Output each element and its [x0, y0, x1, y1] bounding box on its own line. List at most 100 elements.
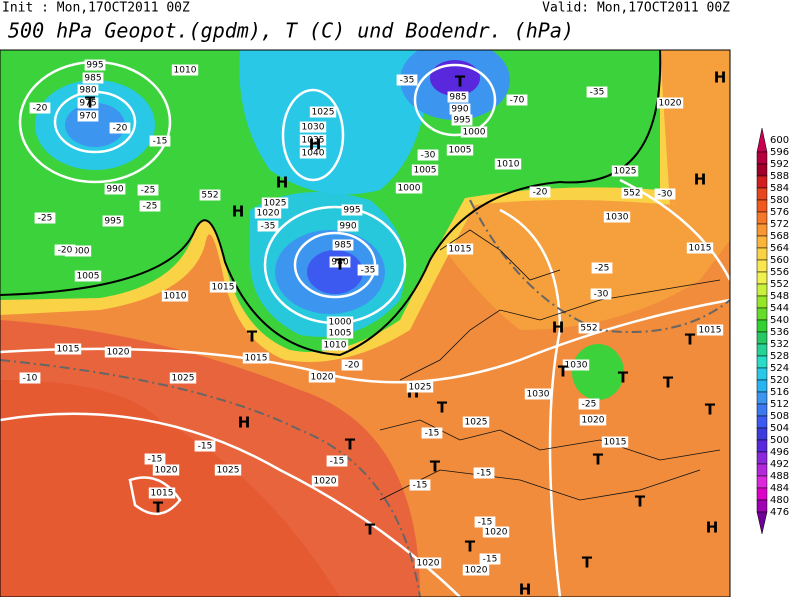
contour-label: -15: [330, 457, 345, 467]
colorbar-cell: [756, 163, 768, 177]
pressure-center: T: [593, 451, 604, 469]
contour-label: 1005: [449, 146, 472, 156]
label-box: [308, 371, 336, 383]
label-box: [654, 188, 676, 200]
contour-label: 970: [79, 112, 96, 122]
colorbar-label: 524: [770, 363, 789, 374]
label-box: [54, 244, 76, 256]
colorbar-label: 556: [770, 267, 789, 278]
colorbar-label: 588: [770, 171, 789, 182]
label-box: [417, 149, 439, 161]
label-box: [621, 187, 643, 199]
colorbar-cell: [756, 319, 768, 333]
contour-label: 1025: [217, 466, 240, 476]
contour-label: -30: [594, 290, 609, 300]
colorbar-cell: [756, 283, 768, 297]
label-box: [77, 97, 99, 109]
pressure-center: H: [309, 136, 322, 154]
contour-label: 995: [86, 61, 103, 71]
contour-label: -15: [413, 481, 428, 491]
contour-label: -25: [595, 264, 610, 274]
contour-label: 1020: [465, 566, 488, 576]
label-box: [19, 372, 41, 384]
label-box: [591, 262, 613, 274]
contour-label: 1025: [312, 108, 335, 118]
contour-label: 1025: [409, 383, 432, 393]
colorbar-label: 492: [770, 459, 789, 470]
contour-label: 980: [331, 258, 348, 268]
colorbar-label: 584: [770, 183, 789, 194]
colorbar-cell: [756, 307, 768, 321]
colorbar-label: 476: [770, 507, 789, 518]
pressure-center: H: [552, 319, 565, 337]
contour-label: -25: [143, 202, 158, 212]
contour-label: 990: [339, 222, 356, 232]
map-frame: [0, 49, 731, 597]
label-box: [446, 243, 474, 255]
label-box: [171, 64, 199, 76]
contour-label: -15: [477, 469, 492, 479]
label-box: [395, 182, 423, 194]
label-box: [77, 84, 99, 96]
contour-label: 1015: [57, 345, 80, 355]
colorbar-cell: [756, 391, 768, 405]
colorbar-cell: [756, 451, 768, 465]
contour-label: 1015: [689, 244, 712, 254]
contour-label: 1015: [212, 283, 235, 293]
contour-label: -35: [400, 76, 415, 86]
colorbar-cell: [756, 415, 768, 429]
contour-label: 1005: [414, 166, 437, 176]
valid-time: Valid: Mon,17OCT2011 00Z: [542, 1, 730, 16]
contour-label: 1000: [329, 318, 352, 328]
contour-label: -70: [510, 96, 525, 106]
label-box: [482, 526, 510, 538]
contour-label: 1005: [77, 272, 100, 282]
label-box: [562, 359, 590, 371]
colorbar-label: 496: [770, 447, 789, 458]
pressure-center: H: [714, 69, 727, 87]
colorbar-cell: [756, 331, 768, 345]
colorbar-label: 488: [770, 471, 789, 482]
pressure-center: H: [238, 414, 251, 432]
map: [0, 50, 730, 597]
pressure-center: T: [335, 256, 346, 274]
pressure-center: T: [685, 331, 696, 349]
contour-label: 985: [334, 241, 351, 251]
pressure-center: T: [153, 499, 164, 517]
colorbar-cell: [756, 175, 768, 189]
contour-label: 1015: [245, 354, 268, 364]
contour-label: -15: [198, 442, 213, 452]
colorbar-cell: [756, 379, 768, 393]
label-box: [148, 487, 176, 499]
colorbar-label: 528: [770, 351, 789, 362]
label-box: [199, 189, 221, 201]
contour-label: -20: [58, 246, 73, 256]
contour-label: -15: [148, 455, 163, 465]
colorbar-label: 552: [770, 279, 789, 290]
label-box: [254, 207, 282, 219]
pressure-center: H: [706, 519, 719, 537]
colorbar-cell: [756, 271, 768, 285]
pressure-center: T: [705, 401, 716, 419]
label-box: [529, 186, 551, 198]
colorbar-label: 568: [770, 231, 789, 242]
contour-label: 995: [104, 217, 121, 227]
colorbar-cell: [756, 367, 768, 381]
colorbar-cell: [756, 199, 768, 213]
contour-label: 1010: [174, 66, 197, 76]
label-box: [104, 183, 126, 195]
colorbar-label: 484: [770, 483, 789, 494]
label-box: [144, 453, 166, 465]
label-box: [257, 220, 279, 232]
contour-label: 1030: [565, 361, 588, 371]
label-box: [656, 97, 684, 109]
colorbar-label: 544: [770, 303, 789, 314]
label-box: [102, 215, 124, 227]
label-box: [578, 322, 600, 334]
pressure-center: T: [247, 328, 258, 346]
label-box: [64, 245, 92, 257]
label-box: [77, 110, 99, 122]
label-box: [109, 122, 131, 134]
contour-label: 985: [449, 93, 466, 103]
